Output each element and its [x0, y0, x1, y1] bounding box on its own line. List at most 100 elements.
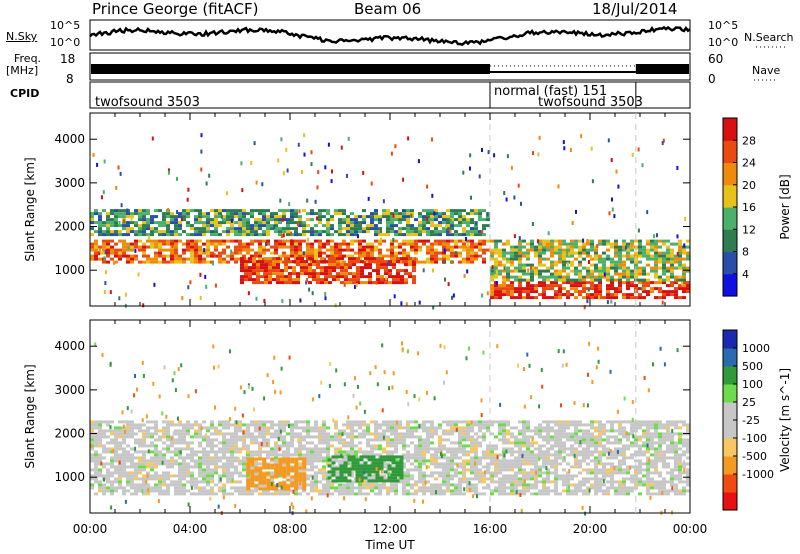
- data-cell: [222, 257, 226, 261]
- data-cell: [176, 210, 179, 214]
- data-cell: [562, 140, 565, 145]
- data-cell: [490, 290, 494, 294]
- data-cell: [462, 471, 466, 475]
- data-cell: [388, 275, 392, 279]
- data-cell: [250, 254, 254, 258]
- data-cell: [304, 269, 308, 273]
- data-cell: [94, 230, 98, 234]
- data-cell: [546, 257, 550, 261]
- data-cell: [338, 224, 342, 228]
- data-cell: [234, 429, 238, 433]
- data-cell: [282, 489, 286, 493]
- data-cell: [182, 468, 186, 472]
- data-cell: [378, 218, 382, 222]
- data-cell: [270, 218, 274, 222]
- data-cell: [122, 471, 126, 475]
- data-cell: [502, 293, 506, 297]
- data-cell: [186, 456, 190, 460]
- data-cell: [178, 462, 182, 466]
- data-cell: [142, 221, 146, 225]
- data-cell: [146, 444, 150, 448]
- data-cell: [130, 215, 134, 219]
- data-cell: [350, 441, 354, 445]
- data-cell: [130, 456, 134, 460]
- data-cell: [110, 209, 114, 213]
- data-cell: [306, 278, 309, 283]
- data-cell: [150, 441, 154, 445]
- data-cell: [316, 266, 320, 270]
- data-cell: [210, 477, 214, 481]
- data-cell: [126, 230, 130, 234]
- data-cell: [386, 486, 390, 490]
- data-cell: [502, 284, 506, 288]
- data-cell: [94, 438, 98, 442]
- data-cell: [562, 242, 566, 246]
- data-cell: [506, 284, 510, 288]
- data-cell: [174, 438, 178, 442]
- data-cell: [406, 435, 410, 439]
- data-cell: [502, 459, 506, 463]
- data-cell: [566, 423, 570, 427]
- data-cell: [376, 257, 380, 261]
- data-cell: [598, 287, 602, 291]
- data-cell: [178, 453, 182, 457]
- data-cell: [390, 239, 394, 243]
- data-cell: [466, 212, 470, 216]
- data-cell: [134, 239, 138, 243]
- data-cell: [114, 221, 118, 225]
- data-cell: [370, 251, 374, 255]
- data-cell: [574, 432, 578, 436]
- data-cell: [126, 224, 130, 228]
- data-cell: [118, 471, 122, 475]
- data-cell: [234, 251, 238, 255]
- data-cell: [234, 260, 238, 264]
- data-cell: [546, 438, 550, 442]
- data-cell: [170, 456, 174, 460]
- data-cell: [398, 212, 402, 216]
- nsearch-tick-top: 10^5: [708, 19, 739, 32]
- data-cell: [178, 492, 182, 496]
- data-cell: [422, 441, 426, 445]
- data-cell: [162, 215, 166, 219]
- data-cell: [314, 233, 318, 237]
- data-cell: [98, 468, 102, 472]
- data-cell: [554, 435, 558, 439]
- data-cell: [417, 159, 420, 164]
- data-cell: [650, 287, 654, 291]
- data-cell: [446, 248, 450, 252]
- data-cell: [244, 263, 248, 267]
- data-cell: [386, 248, 390, 252]
- data-cell: [146, 233, 150, 237]
- data-cell: [350, 435, 354, 439]
- data-cell: [594, 447, 598, 451]
- data-cell: [442, 489, 446, 493]
- data-cell: [310, 251, 314, 255]
- data-cell: [154, 426, 158, 430]
- data-cell: [306, 456, 310, 460]
- data-cell: [354, 251, 358, 255]
- data-cell: [210, 221, 214, 225]
- data-cell: [470, 230, 474, 234]
- data-cell: [386, 209, 390, 213]
- data-cell: [199, 296, 202, 300]
- data-cell: [618, 278, 622, 282]
- data-cell: [542, 263, 546, 267]
- data-cell: [186, 248, 190, 252]
- data-cell: [138, 459, 142, 463]
- data-cell: [146, 254, 150, 258]
- data-cell: [430, 221, 434, 225]
- data-cell: [602, 263, 606, 267]
- data-cell: [550, 245, 554, 249]
- data-cell: [534, 254, 538, 258]
- data-cell: [182, 209, 186, 213]
- data-cell: [406, 468, 410, 472]
- data-cell: [98, 489, 102, 493]
- data-cell: [297, 142, 300, 147]
- data-cell: [210, 474, 214, 478]
- data-cell: [138, 438, 142, 442]
- data-cell: [442, 251, 446, 255]
- data-cell: [126, 227, 130, 231]
- data-cell: [514, 459, 518, 463]
- data-cell: [318, 248, 322, 252]
- data-cell: [194, 227, 198, 231]
